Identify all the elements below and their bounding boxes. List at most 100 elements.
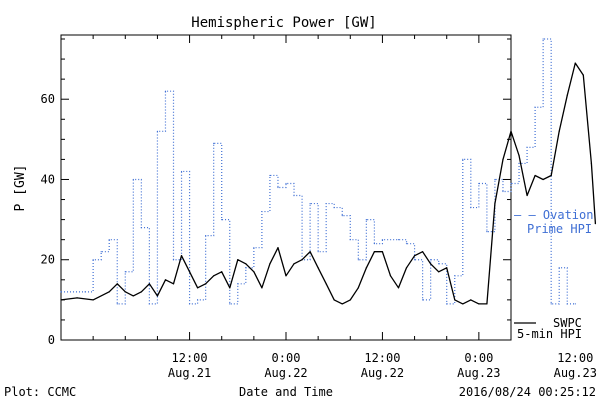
ovation-point <box>381 239 384 241</box>
ovation-point <box>293 194 295 197</box>
swpc-point <box>582 74 584 76</box>
swpc-point <box>454 299 456 301</box>
ovation-point <box>333 206 335 209</box>
x-tick-label-date: Aug.22 <box>264 366 307 380</box>
swpc-point <box>486 303 488 305</box>
ovation-point <box>156 130 159 132</box>
y-tick-label: 40 <box>41 172 55 186</box>
swpc-point <box>365 267 367 269</box>
ovation-point <box>405 243 408 245</box>
x-tick-label-time: 12:00 <box>364 351 400 365</box>
swpc-point <box>558 130 560 132</box>
swpc-point <box>245 263 247 265</box>
ovation-point <box>100 251 102 253</box>
swpc-point <box>213 275 215 277</box>
x-axis: 12:00Aug.210:00Aug.2212:00Aug.220:00Aug.… <box>92 35 597 380</box>
swpc-point <box>542 178 544 181</box>
swpc-point <box>261 287 263 289</box>
ovation-point <box>574 303 576 305</box>
swpc-point <box>389 275 392 277</box>
ovation-point <box>108 239 110 241</box>
legend-swpc-line1: SWPC <box>553 316 582 330</box>
legend-swpc: SWPC 5-min HPI <box>514 316 582 341</box>
swpc-point <box>430 263 432 265</box>
legend-swpc-line2: 5-min HPI <box>517 327 582 341</box>
y-tick-label: 60 <box>41 92 55 106</box>
ovation-point <box>518 162 520 165</box>
ovation-point <box>550 303 552 305</box>
ovation-point <box>365 219 367 221</box>
ovation-point <box>92 259 94 261</box>
swpc-point <box>446 267 448 269</box>
swpc-point <box>197 287 199 289</box>
footer-timestamp: 2016/08/24 00:25:12 <box>459 385 596 399</box>
swpc-point <box>253 271 255 273</box>
ovation-point <box>221 219 223 221</box>
swpc-point <box>373 251 375 253</box>
ovation-point <box>164 90 167 92</box>
ovation-point <box>494 178 496 181</box>
swpc-point <box>180 255 183 257</box>
ovation-point <box>132 178 134 181</box>
ovation-point <box>357 259 359 261</box>
swpc-point <box>124 291 126 293</box>
swpc-point <box>156 295 159 297</box>
swpc-point <box>590 162 592 165</box>
swpc-point <box>534 174 536 177</box>
ovation-point <box>180 170 183 173</box>
x-tick-label-time: 0:00 <box>272 351 301 365</box>
swpc-point <box>293 263 295 265</box>
ovation-point <box>534 106 536 108</box>
swpc-point <box>205 283 207 285</box>
ovation-point <box>349 239 351 241</box>
ovation-point <box>229 303 231 305</box>
ovation-point <box>317 251 319 253</box>
swpc-point <box>221 271 223 273</box>
swpc-point <box>333 299 335 301</box>
swpc-point <box>566 94 568 96</box>
swpc-point <box>188 271 191 273</box>
x-tick-label-time: 0:00 <box>464 351 493 365</box>
swpc-point <box>349 299 351 301</box>
ovation-point <box>486 231 488 233</box>
y-axis-label: P [GW] <box>13 165 28 212</box>
ovation-point <box>438 263 440 265</box>
y-axis: 0 20 40 60 <box>41 38 511 347</box>
y-tick-label: 20 <box>41 253 55 267</box>
swpc-point <box>76 297 78 299</box>
x-tick-label-time: 12:00 <box>172 351 208 365</box>
ovation-point <box>188 303 191 305</box>
swpc-point <box>140 291 142 293</box>
swpc-point <box>381 251 384 253</box>
y-tick-label: 0 <box>48 333 55 347</box>
swpc-point <box>301 259 303 261</box>
swpc-point <box>325 283 327 285</box>
swpc-point <box>405 267 408 269</box>
swpc-point <box>237 259 239 261</box>
ovation-point <box>309 202 311 205</box>
ovation-point <box>325 202 327 205</box>
swpc-point <box>148 283 150 285</box>
swpc-point <box>132 295 134 297</box>
ovation-point <box>542 38 544 40</box>
ovation-point <box>430 259 432 261</box>
ovation-point <box>140 227 142 229</box>
ovation-point <box>454 275 456 277</box>
ovation-point <box>566 303 568 305</box>
swpc-point <box>285 275 287 277</box>
swpc-point <box>462 303 464 305</box>
swpc-point <box>574 62 576 64</box>
ovation-point <box>397 239 400 241</box>
ovation-point <box>253 247 255 249</box>
swpc-point <box>550 174 552 177</box>
swpc-point <box>60 299 62 301</box>
ovation-point <box>172 259 175 261</box>
ovation-point <box>269 174 271 177</box>
x-tick-label-date: Aug.23 <box>554 366 597 380</box>
series-ovation-line <box>61 38 576 305</box>
swpc-point <box>397 287 400 289</box>
ovation-point <box>462 158 464 161</box>
swpc-point <box>594 223 596 225</box>
swpc-point <box>502 158 504 161</box>
